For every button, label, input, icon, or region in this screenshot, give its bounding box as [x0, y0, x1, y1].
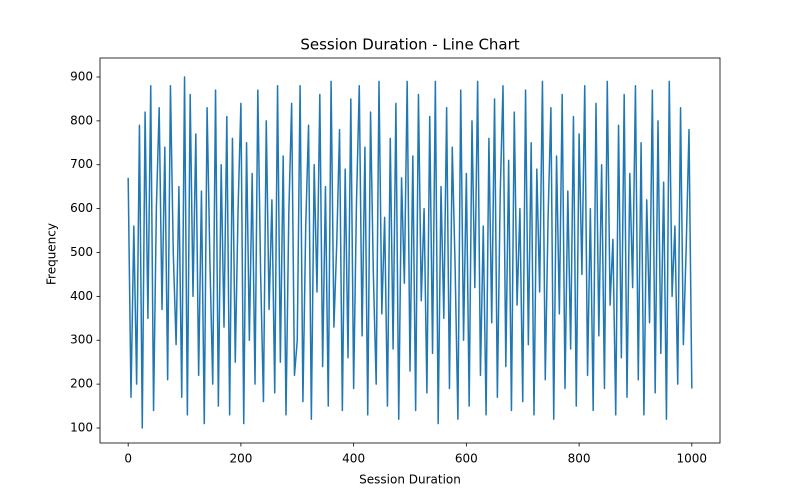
y-tick-label: 500: [70, 245, 93, 259]
x-tick-label: 800: [568, 452, 591, 466]
y-tick-label: 900: [70, 69, 93, 83]
y-tick-label: 800: [70, 113, 93, 127]
y-tick-label: 700: [70, 157, 93, 171]
plot-frame: [99, 57, 721, 444]
x-tick-label: 400: [342, 452, 365, 466]
y-axis-label: Frequency: [45, 223, 59, 285]
y-tick-label: 400: [70, 289, 93, 303]
y-tick-label: 600: [70, 201, 93, 215]
x-tick-label: 200: [229, 452, 252, 466]
x-tick-label: 1000: [677, 452, 708, 466]
x-tick-label: 0: [124, 452, 132, 466]
chart-title: Session Duration - Line Chart: [300, 36, 519, 54]
line-series: [127, 76, 693, 429]
y-tick-label: 200: [70, 377, 93, 391]
x-tick-label: 600: [455, 452, 478, 466]
y-tick-label: 300: [70, 333, 93, 347]
x-axis-label: Session Duration: [359, 473, 461, 487]
y-tick-label: 100: [70, 420, 93, 434]
